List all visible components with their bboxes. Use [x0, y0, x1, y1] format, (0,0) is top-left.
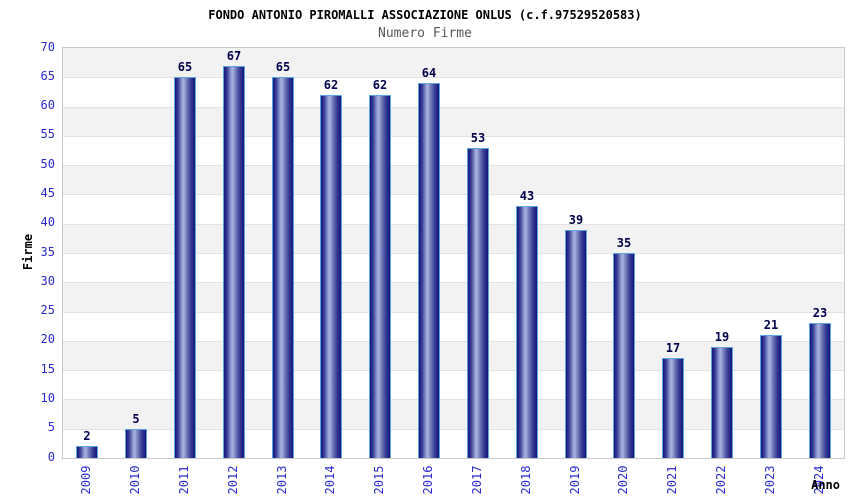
x-tick-label: 2016	[421, 465, 435, 495]
x-axis-title: Anno	[811, 478, 840, 492]
gridline	[63, 194, 844, 196]
y-tick-label: 50	[40, 157, 55, 171]
bar	[711, 347, 733, 458]
bar	[272, 77, 294, 458]
y-tick-label: 65	[40, 69, 55, 83]
bar-value-label: 39	[568, 213, 584, 227]
y-tick-label: 0	[47, 450, 55, 464]
gridline	[63, 77, 844, 79]
bar-value-label: 53	[470, 131, 486, 145]
gridline	[63, 223, 844, 225]
gridline	[63, 282, 844, 284]
bar-value-label: 65	[177, 60, 193, 74]
gridline	[63, 428, 844, 430]
bar	[516, 206, 538, 458]
gridline	[63, 165, 844, 167]
y-tick-label: 30	[40, 274, 55, 288]
x-tick-label: 2010	[128, 465, 142, 495]
y-tick-label: 25	[40, 303, 55, 317]
y-tick-label: 55	[40, 127, 55, 141]
bar-value-label: 35	[616, 236, 632, 250]
bar	[467, 148, 489, 458]
x-tick-label: 2015	[372, 465, 386, 495]
gridline	[63, 106, 844, 108]
bar	[174, 77, 196, 458]
x-tick-label: 2013	[275, 465, 289, 495]
gridline	[63, 370, 844, 372]
y-tick-label: 40	[40, 215, 55, 229]
gridline	[63, 311, 844, 313]
gridline	[63, 340, 844, 342]
y-tick-label: 45	[40, 186, 55, 200]
bar	[418, 83, 440, 458]
y-tick-label: 35	[40, 245, 55, 259]
bar-value-label: 23	[812, 306, 828, 320]
x-tick-label: 2012	[226, 465, 240, 495]
gridline	[63, 399, 844, 401]
bar	[662, 358, 684, 458]
x-tick-label: 2021	[665, 465, 679, 495]
plot-area: 2 5 65 67 65 62 62 64 53 43 39 35 17 19 21 23	[62, 47, 845, 459]
bars-layer: 2 5 65 67 65 62 62 64 53 43 39 35 17 19 21 23	[63, 48, 844, 458]
bar	[369, 95, 391, 458]
bar	[223, 66, 245, 458]
bar-value-label: 43	[519, 189, 535, 203]
bar	[613, 253, 635, 458]
bar	[565, 230, 587, 458]
y-tick-label: 10	[40, 391, 55, 405]
bar	[320, 95, 342, 458]
bar-value-label: 2	[83, 429, 91, 443]
bar	[76, 446, 98, 458]
bar-value-label: 62	[323, 78, 339, 92]
x-tick-label: 2014	[323, 465, 337, 495]
x-tick-label: 2023	[763, 465, 777, 495]
gridline	[63, 135, 844, 137]
bar	[760, 335, 782, 458]
bar-value-label: 19	[714, 330, 730, 344]
bar-value-label: 67	[226, 49, 242, 63]
y-tick-label: 70	[40, 40, 55, 54]
y-tick-label: 60	[40, 98, 55, 112]
gridline	[63, 253, 844, 254]
y-tick-label: 5	[47, 420, 55, 434]
grid-band	[63, 48, 844, 78]
y-tick-label: 15	[40, 362, 55, 376]
bar	[125, 429, 147, 458]
x-tick-label: 2019	[568, 465, 582, 495]
bar-value-label: 21	[763, 318, 779, 332]
chart-title: FONDO ANTONIO PIROMALLI ASSOCIAZIONE ONL…	[208, 8, 642, 22]
bar-value-label: 5	[132, 412, 140, 426]
y-tick-label: 20	[40, 332, 55, 346]
x-tick-label: 2020	[616, 465, 630, 495]
bar-value-label: 64	[421, 66, 437, 80]
bar-value-label: 65	[275, 60, 291, 74]
x-tick-label: 2022	[714, 465, 728, 495]
chart-subtitle: Numero Firme	[378, 26, 472, 41]
x-tick-label: 2018	[519, 465, 533, 495]
x-tick-label: 2011	[177, 465, 191, 495]
bar	[809, 323, 831, 458]
x-tick-label: 2009	[79, 465, 93, 495]
bar-value-label: 17	[665, 341, 681, 355]
x-tick-label: 2017	[470, 465, 484, 495]
bar-value-label: 62	[372, 78, 388, 92]
